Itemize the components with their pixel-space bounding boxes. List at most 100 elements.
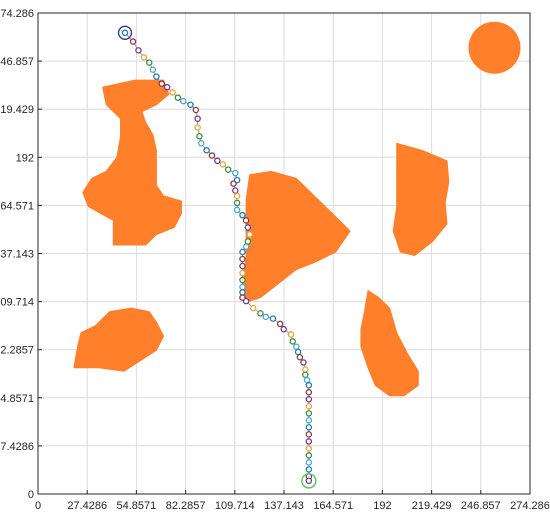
- path-node: [305, 452, 313, 459]
- path-node: [208, 152, 216, 159]
- path-node: [280, 325, 287, 333]
- y-tick-label: 82.2857: [0, 345, 34, 357]
- path-node: [305, 417, 313, 424]
- x-tick-label: 82.2857: [166, 500, 206, 512]
- x-tick-label: 192: [373, 500, 391, 512]
- path-node: [194, 124, 201, 131]
- x-tick-label: 54.8571: [117, 500, 157, 512]
- path-node: [203, 147, 210, 154]
- path-node: [300, 359, 307, 366]
- path-node: [239, 248, 246, 256]
- path-node: [269, 315, 277, 322]
- y-tick-label: 54.8571: [0, 393, 34, 405]
- path-node: [305, 396, 313, 403]
- x-tick-label: 0: [35, 500, 41, 512]
- path-node: [289, 338, 296, 345]
- path-node: [305, 477, 313, 485]
- path-node: [305, 410, 313, 417]
- path-node: [153, 73, 160, 80]
- path-node: [187, 101, 194, 108]
- path-node: [242, 243, 250, 250]
- path-node: [196, 133, 203, 140]
- path-node: [214, 157, 221, 165]
- path-node: [244, 224, 252, 231]
- path-node: [239, 289, 246, 296]
- x-axis-ticks: 0 27.4286 54.8571 82.2857 109.714 137.143 164.…: [35, 490, 550, 512]
- x-tick-label: 246.857: [461, 500, 501, 512]
- path-node: [232, 169, 239, 177]
- path-node: [276, 320, 284, 328]
- path-node: [287, 331, 295, 338]
- path-node: [244, 238, 252, 245]
- y-tick-label: 246.857: [0, 56, 34, 68]
- path-node: [303, 376, 311, 384]
- path-node: [158, 80, 166, 87]
- path-node: [233, 192, 241, 200]
- path-node: [293, 343, 300, 350]
- path-node: [242, 217, 250, 224]
- x-tick-label: 274.286: [510, 500, 550, 512]
- path-node: [219, 161, 227, 168]
- path-node: [169, 89, 176, 96]
- path-node: [305, 382, 313, 389]
- path-node: [246, 231, 253, 238]
- path-node: [242, 297, 250, 305]
- obstacles: [73, 21, 521, 397]
- path-node: [305, 431, 313, 438]
- obstacle-1: [82, 79, 182, 246]
- path-node: [230, 180, 237, 187]
- obstacle-4: [360, 290, 419, 397]
- path-node: [239, 255, 246, 263]
- y-tick-label: 109.714: [0, 297, 34, 309]
- path-node: [302, 371, 309, 379]
- path-node: [305, 403, 313, 410]
- y-tick-label: 192: [16, 152, 34, 164]
- start-marker: [117, 25, 133, 40]
- x-tick-label: 219.429: [412, 500, 452, 512]
- path-node: [180, 97, 187, 105]
- obstacle-3: [392, 142, 450, 256]
- path-node: [197, 140, 205, 147]
- path-node: [233, 199, 241, 207]
- path-node: [174, 94, 182, 101]
- path-node: [305, 466, 313, 473]
- goal-marker: [301, 473, 317, 489]
- path-node: [262, 313, 270, 321]
- path-node: [121, 29, 129, 37]
- path-node: [296, 353, 304, 361]
- markers: [117, 25, 317, 489]
- path-node: [135, 47, 142, 54]
- y-tick-label: 137.143: [0, 249, 34, 261]
- path-node: [149, 66, 157, 73]
- path-node: [129, 38, 137, 45]
- x-tick-label: 27.4286: [67, 500, 107, 512]
- path-node: [305, 424, 313, 431]
- obstacle-circle: [468, 21, 521, 74]
- x-tick-label: 109.714: [215, 500, 255, 512]
- path-node: [224, 166, 232, 173]
- obstacle-2: [242, 170, 351, 302]
- path-node: [239, 276, 246, 284]
- path-node: [239, 269, 246, 277]
- obstacle-5: [73, 307, 165, 372]
- x-tick-label: 137.143: [264, 500, 304, 512]
- path-node: [305, 389, 313, 396]
- y-tick-label: 27.4286: [0, 441, 34, 453]
- y-tick-label: 219.429: [0, 104, 34, 116]
- path-node: [249, 304, 257, 312]
- path-node: [163, 83, 171, 91]
- path-node: [239, 283, 246, 291]
- path-node: [302, 366, 309, 373]
- path-node: [305, 445, 313, 452]
- path-node: [239, 211, 246, 219]
- y-tick-label: 164.571: [0, 200, 34, 212]
- path-node: [140, 54, 148, 61]
- path-node: [233, 206, 241, 214]
- path-node: [257, 310, 264, 317]
- y-axis-ticks: 0 27.4286 54.8571 82.2857 109.714 137.143 164.…: [0, 8, 42, 501]
- path-node: [305, 459, 313, 466]
- path-node: [305, 438, 313, 445]
- path-node: [239, 262, 246, 270]
- y-tick-label: 0: [28, 489, 34, 501]
